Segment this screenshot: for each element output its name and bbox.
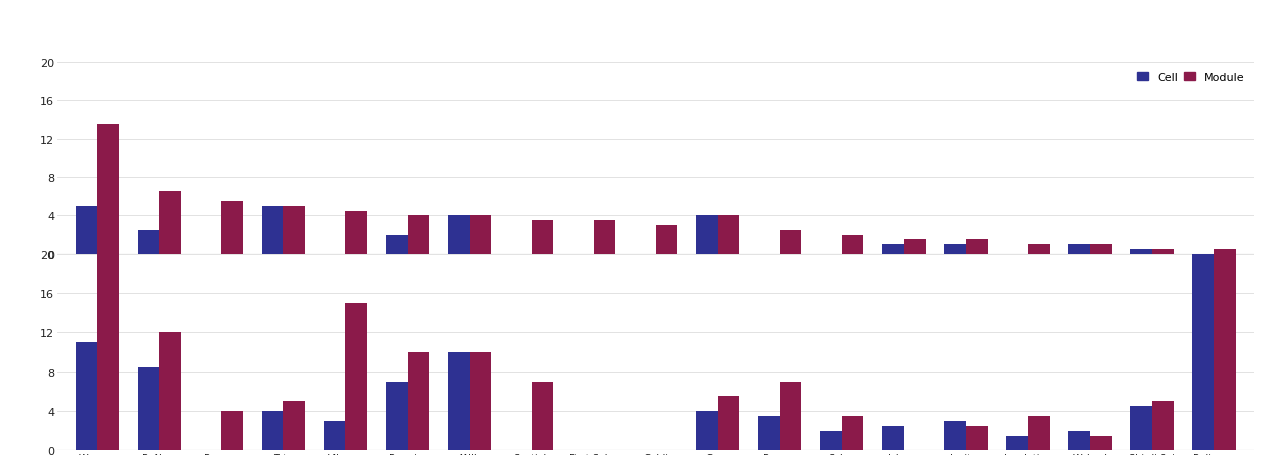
Bar <box>903 240 925 254</box>
Bar <box>1214 254 1235 450</box>
Bar <box>160 192 181 254</box>
Bar <box>76 343 98 450</box>
Bar <box>594 221 616 254</box>
Bar <box>841 416 864 450</box>
Bar <box>160 333 181 450</box>
Bar <box>532 221 554 254</box>
Bar <box>1028 416 1049 450</box>
Text: dc: dc <box>372 35 389 48</box>
Bar <box>1006 436 1028 450</box>
Bar <box>965 240 987 254</box>
Bar <box>324 421 346 450</box>
Bar <box>696 411 717 450</box>
Bar <box>944 421 965 450</box>
Bar <box>656 226 678 254</box>
Bar <box>346 211 367 254</box>
Bar <box>820 431 841 450</box>
Bar <box>1152 249 1173 254</box>
Bar <box>1192 254 1214 450</box>
Bar <box>447 216 470 254</box>
Bar <box>262 206 284 254</box>
Bar <box>1090 436 1111 450</box>
Legend: Cell, Module: Cell, Module <box>1133 68 1249 87</box>
Bar <box>98 125 119 254</box>
Bar <box>841 235 864 254</box>
Bar <box>284 206 305 254</box>
Bar <box>386 382 408 450</box>
Bar <box>882 426 903 450</box>
Bar <box>1214 249 1235 254</box>
Bar <box>408 216 430 254</box>
Bar <box>447 352 470 450</box>
Bar <box>1068 431 1090 450</box>
Bar <box>408 352 430 450</box>
Bar <box>470 352 492 450</box>
Bar <box>470 216 492 254</box>
Bar <box>138 230 160 254</box>
Bar <box>138 367 160 450</box>
Bar <box>1130 249 1152 254</box>
Bar <box>98 254 119 450</box>
Bar <box>717 396 740 450</box>
Bar <box>965 426 987 450</box>
Bar <box>1152 401 1173 450</box>
Bar <box>1068 245 1090 254</box>
Bar <box>284 401 305 450</box>
Text: ): ) <box>383 26 392 46</box>
Bar <box>222 202 243 254</box>
Text: CURRENT DOMESTIC MFG. CAPACITY (GW: CURRENT DOMESTIC MFG. CAPACITY (GW <box>67 26 519 46</box>
Bar <box>758 416 779 450</box>
Bar <box>717 216 740 254</box>
Bar <box>532 382 554 450</box>
Bar <box>882 245 903 254</box>
Bar <box>696 216 717 254</box>
Bar <box>346 303 367 450</box>
Bar <box>1130 406 1152 450</box>
Bar <box>1090 245 1111 254</box>
Bar <box>222 411 243 450</box>
Bar <box>76 206 98 254</box>
Bar <box>1028 245 1049 254</box>
Bar <box>262 411 284 450</box>
Bar <box>779 230 802 254</box>
Bar <box>779 382 802 450</box>
Bar <box>944 245 965 254</box>
Bar <box>386 235 408 254</box>
